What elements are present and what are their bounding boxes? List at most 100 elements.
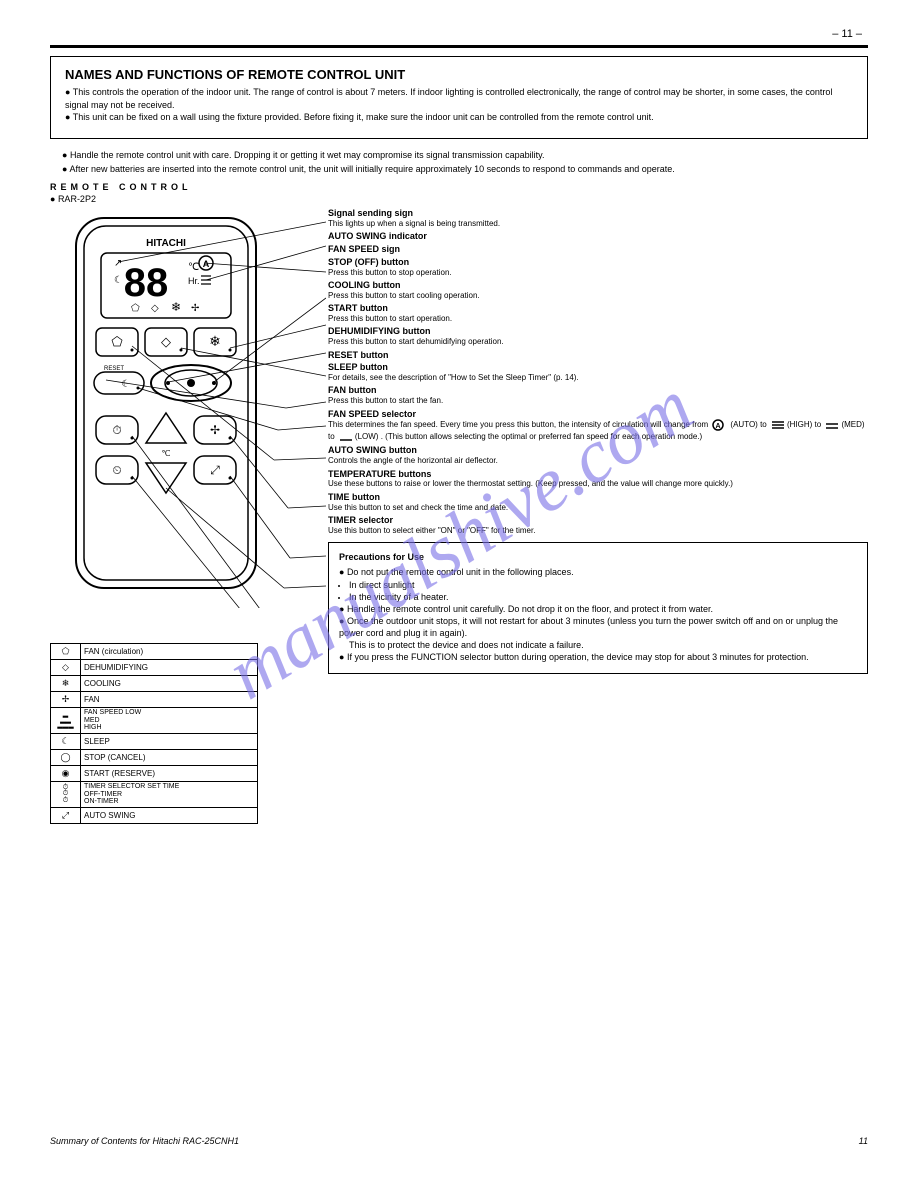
symbol-icon: ❄ bbox=[51, 675, 81, 691]
callout-item: RESET button bbox=[328, 350, 868, 361]
svg-text:❄: ❄ bbox=[171, 300, 181, 314]
fan-auto-label: (AUTO) bbox=[730, 421, 757, 430]
callout-item: STOP (OFF) buttonPress this button to st… bbox=[328, 257, 868, 278]
svg-text:⬠: ⬠ bbox=[111, 334, 123, 349]
table-row: ✢FAN bbox=[51, 691, 258, 707]
table-row: ▂▂▂▂▂▂FAN SPEED LOWMEDHIGH bbox=[51, 707, 258, 733]
callout-item: FAN SPEED sign bbox=[328, 244, 868, 255]
symbol-label: COOLING bbox=[81, 675, 258, 691]
callout-item: START buttonPress this button to start o… bbox=[328, 303, 868, 324]
svg-text:⬠: ⬠ bbox=[131, 303, 140, 314]
svg-text:RESET: RESET bbox=[104, 366, 124, 372]
svg-text:Hr.: Hr. bbox=[188, 276, 200, 286]
handle-care-note: ● Handle the remote control unit with ca… bbox=[62, 149, 868, 162]
table-row: ⏱⏱⏱TIMER SELECTOR SET TIMEOFF-TIMERON-TI… bbox=[51, 782, 258, 808]
callout-desc: For details, see the description of "How… bbox=[328, 373, 868, 383]
symbol-icon: ✢ bbox=[51, 691, 81, 707]
symbol-label: FAN (circulation) bbox=[81, 643, 258, 659]
auto-icon: A bbox=[712, 419, 728, 431]
precaution-text: Once the outdoor unit stops, it will not… bbox=[339, 616, 838, 638]
symbol-label: FAN bbox=[81, 691, 258, 707]
precaution-subitem: In direct sunlight bbox=[349, 579, 857, 591]
remote-diagram: HITACHI 88 ℃ Hr. A ↗ ☾ ⬠ ◇ ❄ ✢ ⬠ bbox=[56, 208, 326, 608]
title-bullet-text-1: This controls the operation of the indoo… bbox=[65, 87, 832, 110]
callout-label: RESET button bbox=[328, 350, 389, 360]
svg-text:☾: ☾ bbox=[114, 275, 123, 286]
callout-item: TIME buttonUse this button to set and ch… bbox=[328, 492, 868, 513]
callout-label: TIME button bbox=[328, 492, 380, 502]
callout-label: DEHUMIDIFYING button bbox=[328, 326, 431, 336]
callout-item: TEMPERATURE buttonsUse these buttons to … bbox=[328, 469, 868, 490]
page-title: NAMES AND FUNCTIONS OF REMOTE CONTROL UN… bbox=[65, 67, 853, 82]
table-row: ⤢AUTO SWING bbox=[51, 808, 258, 824]
svg-text:❄: ❄ bbox=[209, 333, 221, 349]
battery-note: ● After new batteries are inserted into … bbox=[62, 163, 868, 176]
header-rule bbox=[50, 45, 868, 48]
symbol-icon: ⏱⏱⏱ bbox=[51, 782, 81, 808]
callout-item: FAN buttonPress this button to start the… bbox=[328, 385, 868, 406]
fan-high-label: (HIGH) bbox=[787, 421, 812, 430]
svg-text:◇: ◇ bbox=[161, 334, 171, 349]
precaution-item: ● Handle the remote control unit careful… bbox=[339, 603, 857, 615]
fan-low-label: (LOW) bbox=[355, 433, 379, 442]
callout-desc: Press this button to stop operation. bbox=[328, 268, 868, 278]
svg-text:℃: ℃ bbox=[188, 262, 199, 273]
symbol-label: STOP (CANCEL) bbox=[81, 750, 258, 766]
svg-text:↗: ↗ bbox=[114, 258, 122, 269]
footer-page-number: 11 bbox=[859, 1136, 868, 1146]
fan-desc-prefix: This determines the fan speed. Every tim… bbox=[328, 421, 708, 430]
callout-label: FAN SPEED selector bbox=[328, 409, 416, 419]
precautions-box: Precautions for Use ● Do not put the rem… bbox=[328, 542, 868, 674]
precautions-title: Precautions for Use bbox=[339, 551, 857, 563]
symbol-icon: ☾ bbox=[51, 734, 81, 750]
symbol-label: SLEEP bbox=[81, 734, 258, 750]
precaution-text: Handle the remote control unit carefully… bbox=[347, 604, 713, 614]
symbol-label: START (RESERVE) bbox=[81, 766, 258, 782]
callout-desc: Use this button to set and check the tim… bbox=[328, 503, 868, 513]
callout-desc: Press this button to start dehumidifying… bbox=[328, 337, 868, 347]
symbol-icon: ▂▂▂▂▂▂ bbox=[51, 707, 81, 733]
callout-item: Signal sending signThis lights up when a… bbox=[328, 208, 868, 229]
high-icon bbox=[771, 419, 785, 431]
table-row: ⬠FAN (circulation) bbox=[51, 643, 258, 659]
callout-label: START button bbox=[328, 303, 388, 313]
callout-desc: Press this button to start the fan. bbox=[328, 396, 868, 406]
precaution-note: This is to protect the device and does n… bbox=[339, 639, 857, 651]
precaution-item: ● If you press the FUNCTION selector but… bbox=[339, 651, 857, 663]
fan-arrow: to bbox=[328, 433, 335, 442]
precaution-subitem: In the vicinity of a heater. bbox=[349, 591, 857, 603]
symbol-table: ⬠FAN (circulation) ◇DEHUMIDIFYING ❄COOLI… bbox=[50, 643, 258, 824]
callout-item: FAN SPEED selector This determines the f… bbox=[328, 409, 868, 444]
callout-desc: Press this button to start cooling opera… bbox=[328, 291, 868, 301]
svg-text:⤢: ⤢ bbox=[209, 463, 220, 477]
symbol-label: DEHUMIDIFYING bbox=[81, 659, 258, 675]
precaution-item: ● Once the outdoor unit stops, it will n… bbox=[339, 615, 857, 639]
title-bullet-1: ● This controls the operation of the ind… bbox=[65, 86, 853, 111]
fan-back-text: . (This button allows selecting the opti… bbox=[381, 433, 703, 442]
fan-med-label: (MED) bbox=[841, 421, 864, 430]
callout-label: AUTO SWING button bbox=[328, 445, 417, 455]
footer-summary: Summary of Contents for Hitachi RAC-25CN… bbox=[50, 1136, 239, 1146]
callout-desc: This determines the fan speed. Every tim… bbox=[328, 419, 868, 443]
svg-text:88: 88 bbox=[124, 261, 169, 305]
remote-control-header: REMOTE CONTROL bbox=[50, 182, 868, 192]
title-bullet-2: ● This unit can be fixed on a wall using… bbox=[65, 111, 853, 124]
symbol-icon: ⤢ bbox=[51, 808, 81, 824]
callout-item: AUTO SWING indicator bbox=[328, 231, 868, 242]
symbol-icon: ◯ bbox=[51, 750, 81, 766]
precaution-item: ● Do not put the remote control unit in … bbox=[339, 566, 857, 578]
callout-desc: Use this button to select either "ON" or… bbox=[328, 526, 868, 536]
svg-text:✢: ✢ bbox=[191, 303, 199, 314]
callout-label: AUTO SWING indicator bbox=[328, 231, 427, 241]
svg-text:☾: ☾ bbox=[122, 379, 131, 390]
callout-desc: Controls the angle of the horizontal air… bbox=[328, 456, 868, 466]
callout-label: FAN button bbox=[328, 385, 377, 395]
callout-item: DEHUMIDIFYING buttonPress this button to… bbox=[328, 326, 868, 347]
symbol-icon: ⬠ bbox=[51, 643, 81, 659]
svg-text:A: A bbox=[716, 423, 721, 430]
footer: Summary of Contents for Hitachi RAC-25CN… bbox=[50, 1136, 868, 1146]
table-row: ◯STOP (CANCEL) bbox=[51, 750, 258, 766]
callout-desc: Use these buttons to raise or lower the … bbox=[328, 479, 868, 489]
callout-label: STOP (OFF) button bbox=[328, 257, 409, 267]
precaution-text: Do not put the remote control unit in th… bbox=[347, 567, 574, 577]
